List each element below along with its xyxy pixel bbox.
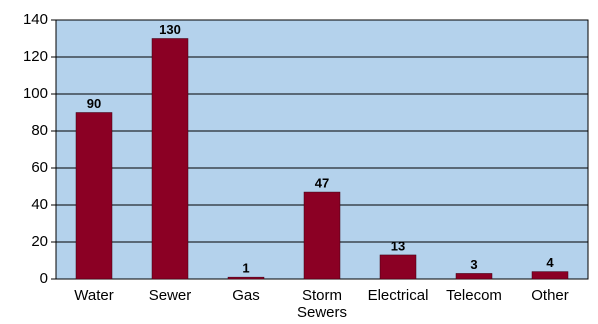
- y-tick-label: 80: [31, 122, 48, 139]
- x-label-box: Sewer: [148, 287, 192, 304]
- y-tick-label: 120: [23, 48, 48, 65]
- bar: [455, 273, 493, 280]
- value-label: 4: [546, 255, 554, 270]
- x-label-box: Water: [74, 287, 114, 304]
- bar: [531, 271, 569, 280]
- x-tick-label: Gas: [232, 287, 260, 304]
- x-tick-label: Other: [531, 287, 569, 304]
- y-tick-label: 100: [23, 85, 48, 102]
- x-label-box: Electrical: [367, 287, 429, 304]
- x-label-box: Gas: [232, 287, 260, 304]
- value-label: 90: [87, 96, 101, 111]
- x-tick-label: Telecom: [446, 287, 502, 304]
- y-tick-label: 40: [31, 196, 48, 213]
- y-tick-label: 140: [23, 11, 48, 28]
- bar: [75, 112, 113, 280]
- bar: [151, 38, 189, 280]
- value-label: 1: [242, 261, 249, 276]
- x-tick-label: Sewer: [148, 287, 192, 304]
- value-label: 3: [470, 257, 477, 272]
- x-tick-label: Water: [74, 287, 114, 304]
- x-label-box: Other: [531, 287, 569, 304]
- bar: [303, 191, 341, 280]
- y-tick-label: 60: [31, 159, 48, 176]
- value-label: 47: [315, 175, 329, 190]
- value-label: 130: [159, 22, 181, 37]
- x-tick-label: Storm Sewers: [296, 287, 348, 321]
- x-label-box: Storm Sewers: [296, 287, 348, 321]
- bar: [379, 254, 417, 280]
- value-label: 13: [391, 238, 405, 253]
- y-tick-label: 0: [40, 270, 48, 287]
- y-tick-label: 20: [31, 233, 48, 250]
- x-tick-label: Electrical: [367, 287, 429, 304]
- x-label-box: Telecom: [446, 287, 502, 304]
- bar: [227, 276, 265, 280]
